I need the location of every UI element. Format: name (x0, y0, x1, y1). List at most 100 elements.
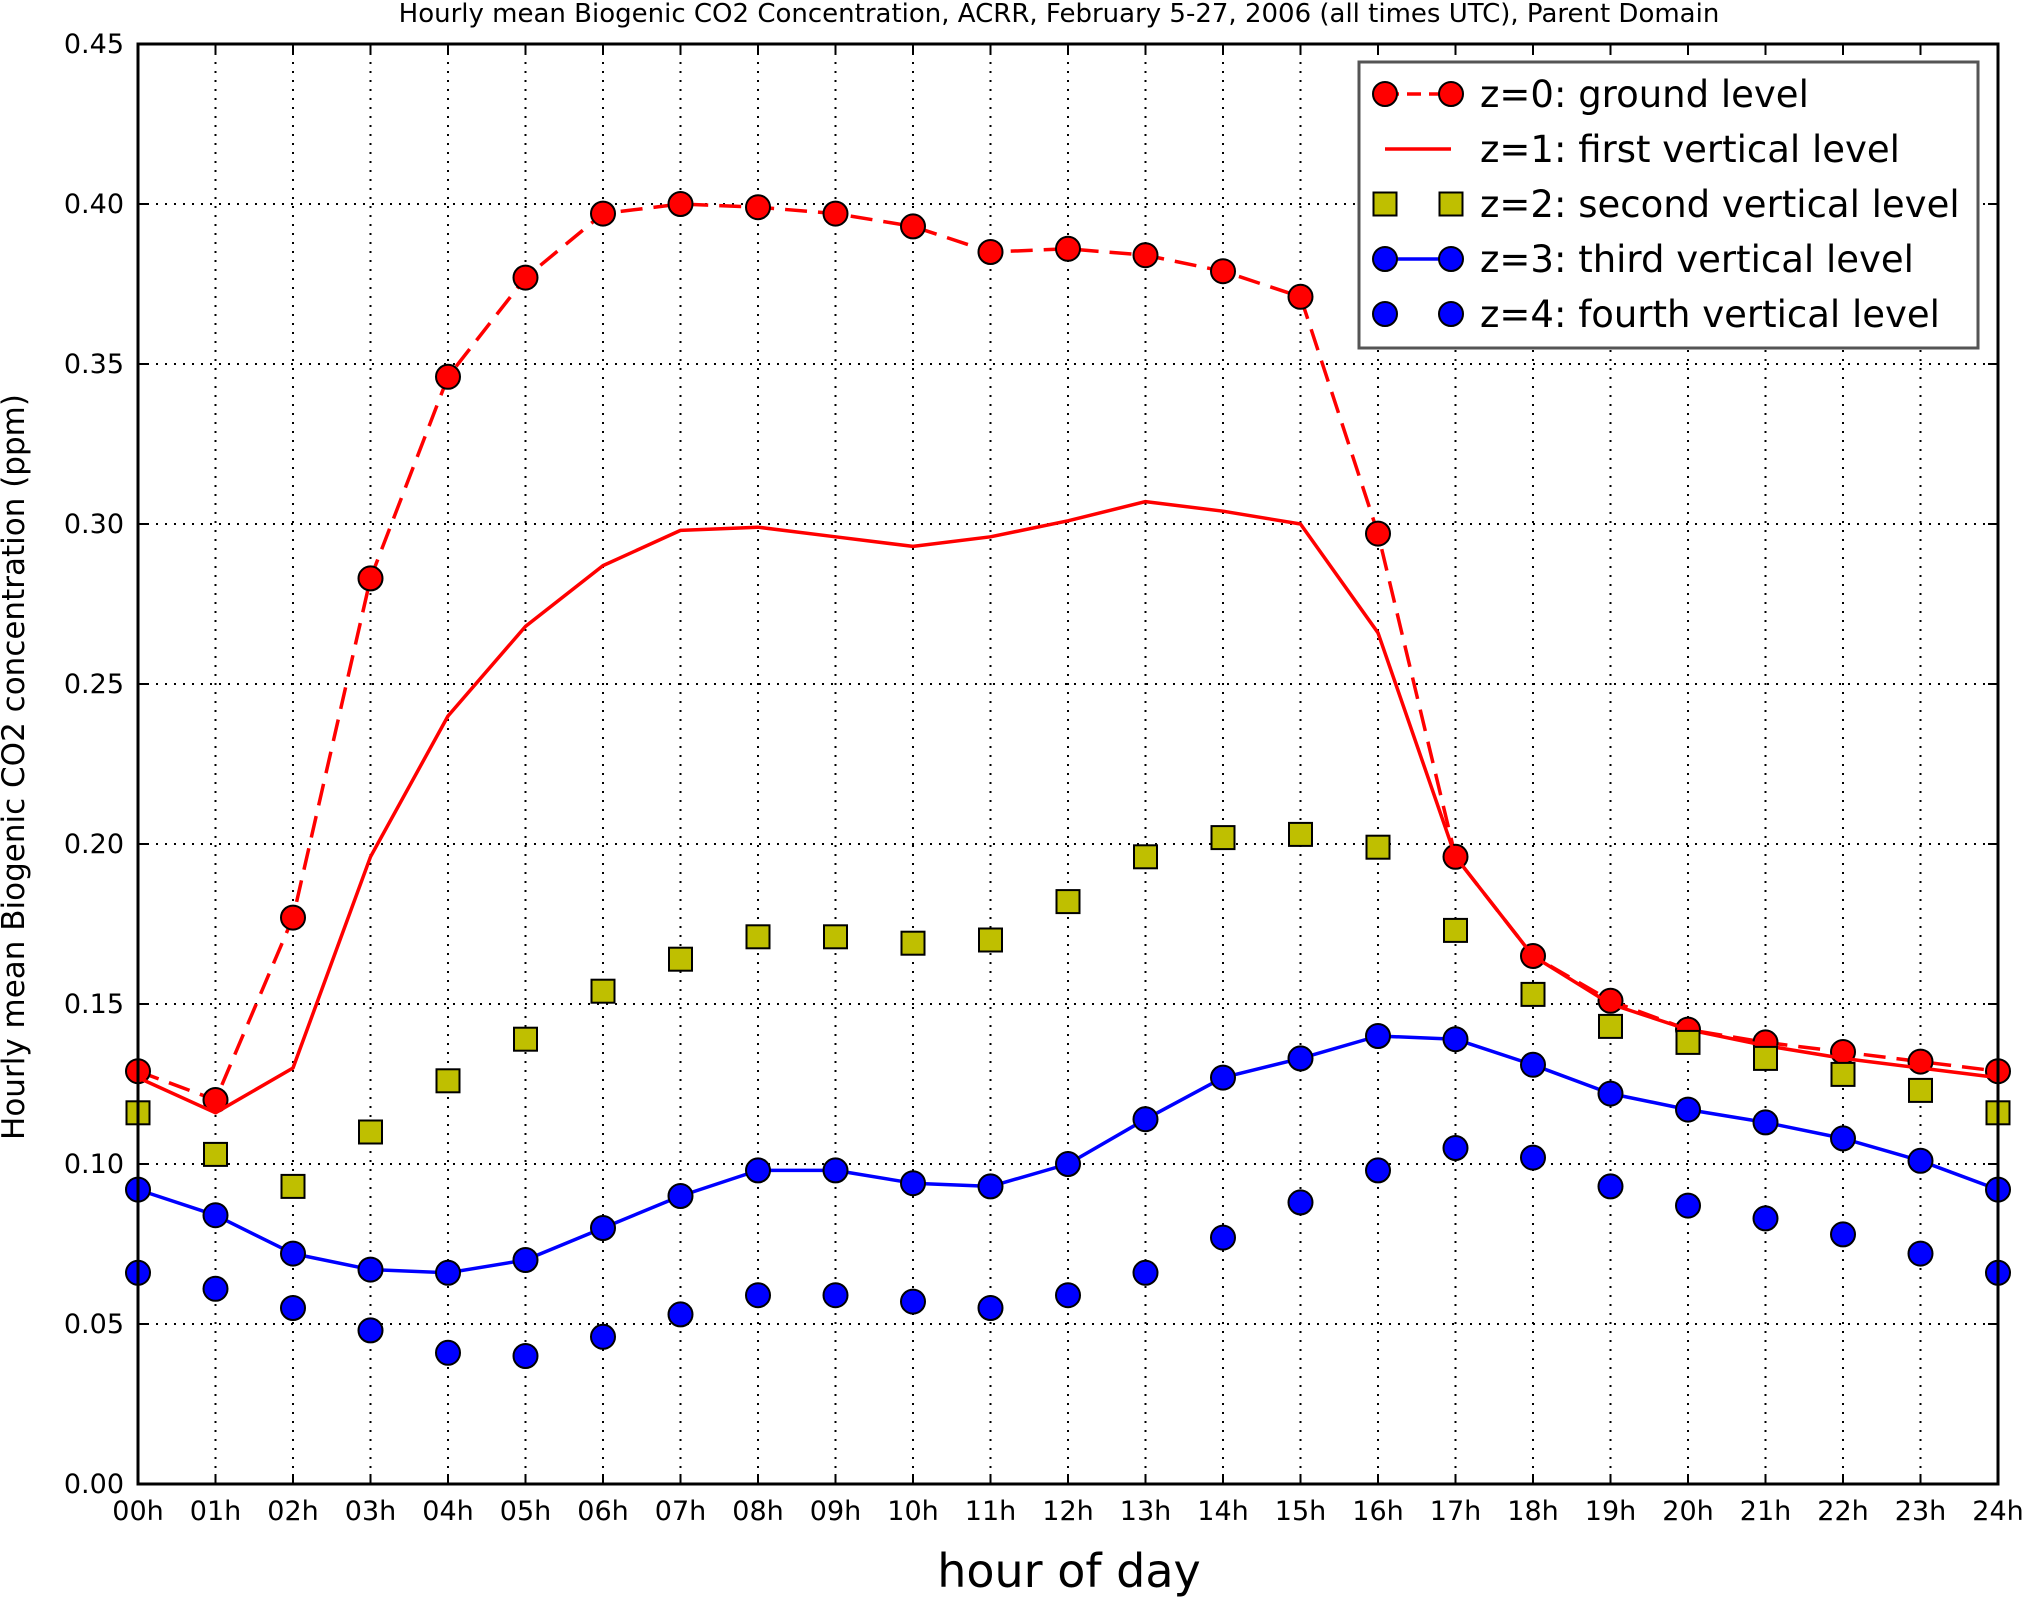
data-point (512, 1247, 539, 1273)
data-point (435, 1339, 461, 1366)
data-point (435, 1068, 461, 1094)
data-point (1675, 1192, 1701, 1219)
x-tick-label: 10h (887, 1496, 938, 1527)
y-tick-label: 0.00 (64, 1469, 124, 1500)
data-point (900, 213, 926, 240)
data-point (1597, 1080, 1624, 1107)
legend-marker (1438, 246, 1464, 272)
data-point (1365, 1023, 1391, 1049)
data-point (203, 1141, 228, 1167)
y-tick-label: 0.30 (64, 509, 124, 540)
data-point (1830, 1061, 1856, 1087)
legend-item: z=3: third vertical level (1372, 238, 1914, 281)
x-tick-label: 11h (965, 1496, 1016, 1527)
data-point (900, 1170, 926, 1197)
data-point (1830, 1221, 1856, 1248)
y-tick-label: 0.15 (64, 989, 124, 1020)
y-tick-label: 0.40 (64, 189, 124, 220)
data-point (202, 1202, 229, 1229)
series-line (137, 499, 1999, 1115)
x-tick-label: 24h (1972, 1496, 2023, 1527)
data-point (1055, 235, 1081, 262)
data-point (977, 1295, 1004, 1321)
x-tick-label: 05h (500, 1496, 551, 1527)
data-point (1908, 1077, 1933, 1103)
x-tick-label: 13h (1120, 1496, 1171, 1527)
data-point (280, 1173, 306, 1199)
data-point (978, 927, 1003, 953)
x-tick-label: 02h (267, 1496, 318, 1527)
x-tick-label: 07h (655, 1496, 706, 1527)
x-tick-label: 14h (1197, 1496, 1248, 1527)
x-tick-label: 19h (1585, 1496, 1636, 1527)
legend-label: z=0: ground level (1480, 73, 1809, 116)
data-point (822, 1282, 849, 1309)
data-point (1752, 1109, 1779, 1136)
data-point (280, 904, 306, 931)
data-point (1055, 889, 1081, 915)
data-point (1442, 1135, 1469, 1161)
data-point (1675, 1029, 1701, 1055)
x-tick-label: 18h (1507, 1496, 1558, 1527)
data-point (280, 1240, 306, 1267)
x-tick-label: 04h (422, 1496, 473, 1527)
data-point (900, 1288, 926, 1315)
legend-label: z=2: second vertical level (1480, 183, 1960, 226)
axis-ticks (137, 43, 1999, 1485)
x-tick-label: 00h (112, 1496, 163, 1527)
plot-series (125, 191, 2011, 1369)
data-point (357, 1317, 384, 1344)
y-axis-title: Hourly mean Biogenic CO2 concentration (… (0, 394, 32, 1140)
data-point (823, 924, 848, 950)
data-point (1210, 825, 1236, 851)
y-tick-label: 0.10 (64, 1149, 124, 1180)
data-point (590, 1323, 616, 1350)
legend-marker (1372, 246, 1398, 272)
data-point (822, 200, 849, 227)
x-tick-label: 21h (1740, 1496, 1791, 1527)
data-point (1133, 844, 1158, 870)
y-tick-label: 0.45 (64, 29, 124, 60)
data-point (1210, 258, 1236, 285)
data-point (590, 978, 616, 1004)
series-2 (125, 821, 2011, 1199)
x-tick-label: 06h (577, 1496, 628, 1527)
legend-marker (1372, 191, 1398, 217)
x-tick-label: 09h (810, 1496, 861, 1527)
data-point (358, 1119, 383, 1145)
legend-label: z=1: first vertical level (1480, 128, 1900, 171)
series-4 (125, 1135, 2011, 1369)
data-point (1365, 834, 1391, 860)
data-point (745, 1282, 771, 1309)
data-point (977, 1173, 1004, 1200)
x-tick-label: 23h (1895, 1496, 1946, 1527)
data-point (1132, 242, 1159, 269)
x-tick-label: 20h (1662, 1496, 1713, 1527)
data-point (822, 1157, 849, 1184)
data-point (1753, 1045, 1778, 1071)
data-point (590, 1215, 616, 1241)
x-tick-labels: 00h 01h 02h 03h 04h 05h 06h 07h 08h 09h 10h 11h 12h 1… (112, 1496, 2023, 1527)
data-point (513, 1026, 538, 1052)
data-point (1752, 1205, 1779, 1232)
y-tick-label: 0.25 (64, 669, 124, 700)
data-point (1287, 283, 1314, 310)
y-tick-label: 0.05 (64, 1309, 124, 1340)
data-point (1132, 1106, 1159, 1133)
x-tick-label: 12h (1042, 1496, 1093, 1527)
data-point (1365, 520, 1391, 547)
data-point (667, 1301, 694, 1328)
data-point (1443, 917, 1468, 943)
x-tick-label: 16h (1352, 1496, 1403, 1527)
data-point (1055, 1151, 1081, 1177)
x-tick-label: 17h (1430, 1496, 1481, 1527)
legend-item: z=1: first vertical level (1385, 128, 1900, 171)
data-point (900, 930, 926, 956)
data-point (280, 1295, 306, 1321)
data-point (745, 194, 771, 221)
y-tick-label: 0.20 (64, 829, 124, 860)
legend-marker (1438, 301, 1464, 327)
data-point (977, 239, 1004, 265)
legend-item: z=2: second vertical level (1372, 183, 1960, 226)
x-tick-label: 03h (345, 1496, 396, 1527)
